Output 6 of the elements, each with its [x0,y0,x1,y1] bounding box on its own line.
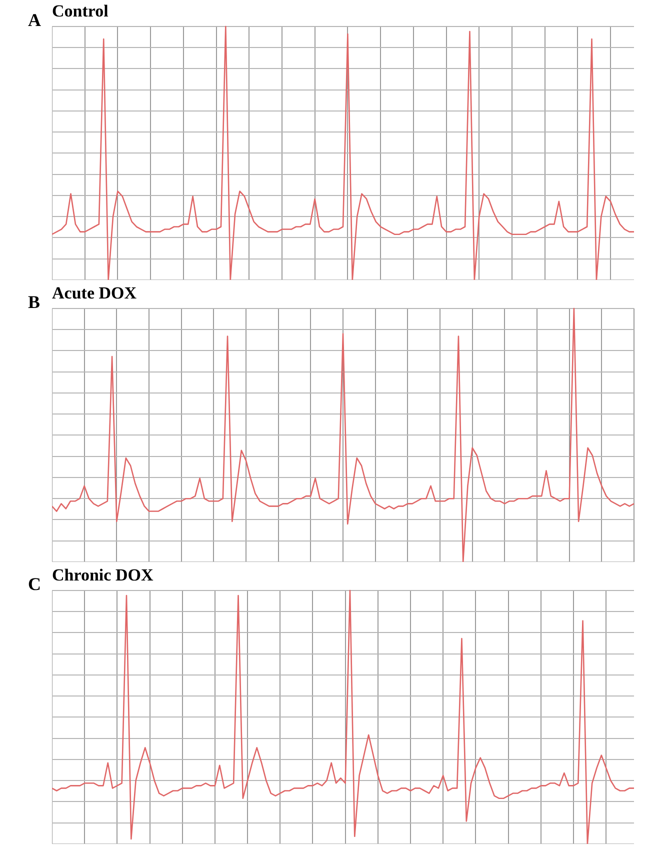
chart-title: Control [52,2,109,21]
chart-title: Acute DOX [52,284,138,303]
chart-title: Chronic DOX [52,566,154,585]
text: B [28,292,40,313]
text: A [28,10,41,31]
text: C [28,574,41,595]
